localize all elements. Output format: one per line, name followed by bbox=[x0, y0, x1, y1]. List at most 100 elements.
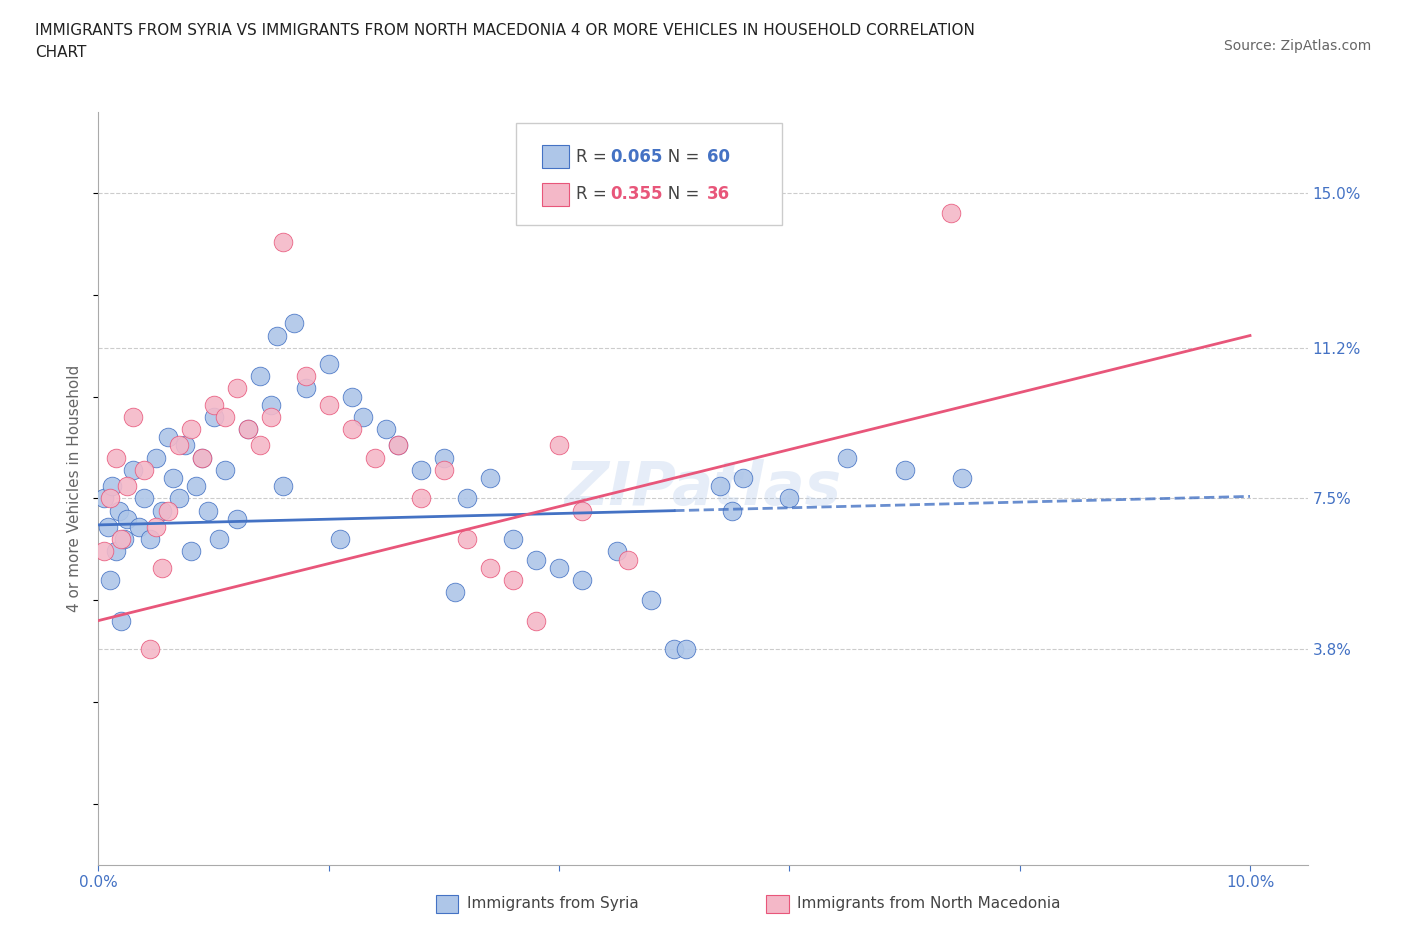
Point bbox=[524, 552, 547, 567]
Text: CHART: CHART bbox=[35, 45, 87, 60]
Point bbox=[110, 532, 132, 547]
Point bbox=[409, 491, 432, 506]
Point bbox=[180, 544, 202, 559]
Point bbox=[271, 234, 294, 249]
Point bbox=[98, 573, 121, 588]
Point bbox=[294, 369, 316, 384]
FancyBboxPatch shape bbox=[543, 183, 569, 206]
Point bbox=[733, 471, 755, 485]
Point bbox=[191, 450, 214, 465]
Point bbox=[150, 503, 173, 518]
Point bbox=[340, 389, 363, 404]
Point bbox=[340, 422, 363, 437]
Point bbox=[145, 520, 167, 535]
Point bbox=[664, 642, 686, 657]
Point bbox=[162, 471, 184, 485]
Point bbox=[98, 491, 121, 506]
Point bbox=[548, 560, 571, 575]
Point bbox=[108, 503, 131, 518]
Point bbox=[156, 503, 179, 518]
Point bbox=[409, 462, 432, 477]
Point bbox=[122, 409, 145, 424]
Point bbox=[150, 560, 173, 575]
Point bbox=[112, 532, 135, 547]
Text: Source: ZipAtlas.com: Source: ZipAtlas.com bbox=[1223, 39, 1371, 53]
Point bbox=[186, 479, 208, 494]
Y-axis label: 4 or more Vehicles in Household: 4 or more Vehicles in Household bbox=[67, 365, 83, 612]
Point bbox=[720, 503, 742, 518]
Point bbox=[208, 532, 231, 547]
Point bbox=[115, 512, 138, 526]
Point bbox=[950, 471, 973, 485]
Point bbox=[225, 512, 247, 526]
Point bbox=[835, 450, 858, 465]
Point bbox=[260, 409, 283, 424]
Point bbox=[249, 369, 271, 384]
Point bbox=[167, 491, 190, 506]
Point bbox=[236, 422, 259, 437]
Point bbox=[139, 532, 162, 547]
Point bbox=[778, 491, 800, 506]
Point bbox=[893, 462, 915, 477]
Point bbox=[128, 520, 150, 535]
Point bbox=[548, 438, 571, 453]
Point bbox=[387, 438, 409, 453]
Text: R =: R = bbox=[576, 148, 612, 166]
Text: R =: R = bbox=[576, 185, 612, 204]
Point bbox=[134, 462, 156, 477]
Point bbox=[675, 642, 697, 657]
Point bbox=[318, 397, 340, 412]
Point bbox=[352, 409, 374, 424]
Point bbox=[101, 479, 124, 494]
Point bbox=[375, 422, 398, 437]
Point bbox=[180, 422, 202, 437]
Point bbox=[478, 560, 501, 575]
Text: Immigrants from Syria: Immigrants from Syria bbox=[467, 897, 638, 911]
Point bbox=[214, 409, 236, 424]
Point bbox=[167, 438, 190, 453]
Point bbox=[93, 544, 115, 559]
Point bbox=[145, 450, 167, 465]
Point bbox=[456, 491, 478, 506]
Point bbox=[104, 544, 127, 559]
Point bbox=[236, 422, 259, 437]
Point bbox=[709, 479, 731, 494]
Point bbox=[202, 409, 225, 424]
Point bbox=[191, 450, 214, 465]
Point bbox=[197, 503, 219, 518]
Text: 60: 60 bbox=[707, 148, 730, 166]
Point bbox=[173, 438, 195, 453]
Text: 0.355: 0.355 bbox=[610, 185, 662, 204]
Text: Immigrants from North Macedonia: Immigrants from North Macedonia bbox=[797, 897, 1060, 911]
Point bbox=[571, 503, 593, 518]
Text: IMMIGRANTS FROM SYRIA VS IMMIGRANTS FROM NORTH MACEDONIA 4 OR MORE VEHICLES IN H: IMMIGRANTS FROM SYRIA VS IMMIGRANTS FROM… bbox=[35, 23, 974, 38]
FancyBboxPatch shape bbox=[543, 145, 569, 168]
Point bbox=[502, 532, 524, 547]
Point bbox=[214, 462, 236, 477]
Point bbox=[122, 462, 145, 477]
Point bbox=[444, 585, 467, 600]
Point bbox=[329, 532, 352, 547]
Point bbox=[266, 328, 288, 343]
Point bbox=[478, 471, 501, 485]
Point bbox=[97, 520, 120, 535]
Point bbox=[260, 397, 283, 412]
Point bbox=[294, 381, 316, 396]
Point bbox=[156, 430, 179, 445]
Point bbox=[271, 479, 294, 494]
Point bbox=[524, 613, 547, 628]
Point bbox=[283, 316, 305, 331]
Text: ZIPatlas: ZIPatlas bbox=[564, 458, 842, 518]
Point bbox=[104, 450, 127, 465]
Point bbox=[433, 462, 456, 477]
Point bbox=[202, 397, 225, 412]
Text: 36: 36 bbox=[707, 185, 730, 204]
Point bbox=[249, 438, 271, 453]
Point bbox=[433, 450, 456, 465]
Point bbox=[364, 450, 387, 465]
Point bbox=[139, 642, 162, 657]
Point bbox=[606, 544, 628, 559]
Point bbox=[617, 552, 640, 567]
Text: N =: N = bbox=[652, 148, 704, 166]
Point bbox=[225, 381, 247, 396]
